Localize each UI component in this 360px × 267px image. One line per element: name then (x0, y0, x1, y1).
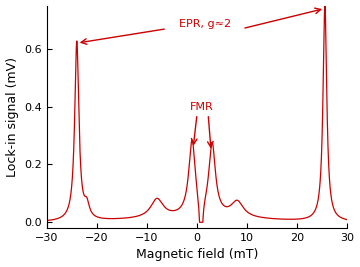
Y-axis label: Lock-in signal (mV): Lock-in signal (mV) (5, 57, 19, 177)
Text: FMR: FMR (190, 103, 214, 112)
Text: EPR, g≈2: EPR, g≈2 (179, 19, 231, 29)
X-axis label: Magnetic field (mT): Magnetic field (mT) (136, 249, 258, 261)
